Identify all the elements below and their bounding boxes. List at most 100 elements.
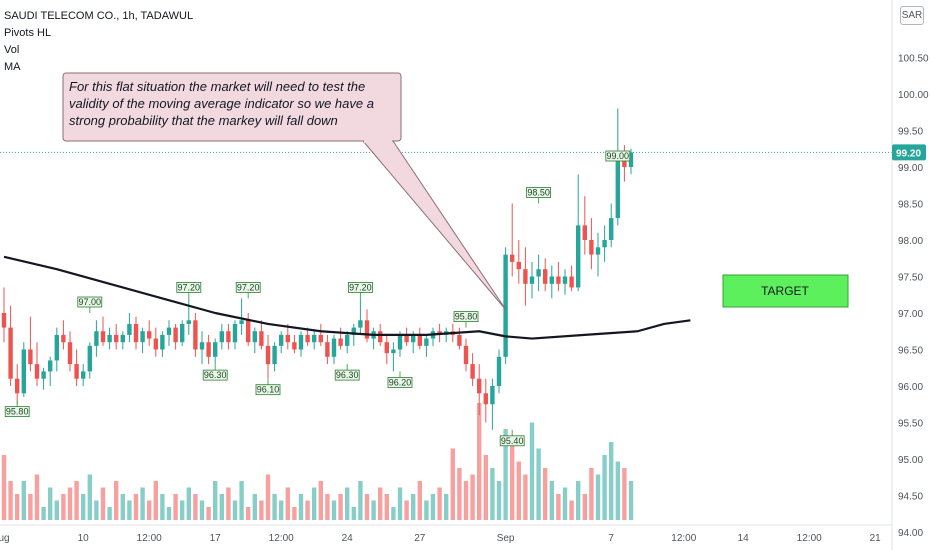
pivot-label: 97.20	[178, 282, 201, 292]
candle-body	[391, 349, 396, 354]
candle-body	[331, 338, 337, 357]
callout-joint	[364, 140, 392, 143]
candle-body	[199, 342, 205, 350]
candle-body	[239, 320, 244, 324]
volume-bar	[562, 487, 568, 520]
volume-bar	[391, 507, 396, 520]
y-tick-label: 95.00	[898, 455, 923, 466]
y-tick-label: 94.50	[898, 492, 923, 503]
candle-body	[272, 345, 277, 365]
candle-body	[246, 320, 251, 343]
candle-layer	[1, 108, 634, 430]
candle-body	[523, 269, 528, 284]
pivot-label: 95.80	[455, 312, 478, 322]
x-tick-label: 14	[738, 533, 750, 544]
candle-body	[556, 276, 561, 284]
volume-bar	[549, 481, 554, 520]
volume-bar	[74, 481, 79, 520]
legend-ma[interactable]: MA	[4, 61, 21, 73]
volume-bar	[411, 494, 416, 520]
candle-body	[193, 320, 198, 350]
volume-bar	[536, 448, 541, 520]
volume-bar	[15, 494, 20, 520]
volume-layer	[1, 403, 634, 520]
volume-bar	[371, 500, 376, 520]
volume-bar	[404, 500, 409, 520]
volume-bar	[81, 494, 86, 520]
candle-body	[186, 320, 191, 324]
volume-bar	[529, 422, 535, 520]
y-tick-label: 99.50	[898, 127, 923, 138]
volume-bar	[351, 507, 356, 520]
volume-bar	[67, 487, 73, 520]
x-tick-label: 10	[78, 533, 90, 544]
volume-bar	[87, 474, 92, 520]
candle-body	[232, 323, 238, 343]
candle-body	[562, 276, 568, 284]
volume-bar	[305, 500, 310, 520]
callout-text-line: validity of the moving average indicator…	[69, 96, 374, 111]
volume-bar	[259, 500, 264, 520]
y-tick-label: 94.00	[898, 528, 923, 539]
candle-body	[94, 331, 99, 346]
pivot-box	[334, 369, 360, 381]
y-tick-label: 95.50	[898, 419, 923, 430]
pivot-box	[202, 369, 228, 381]
candle-body	[100, 331, 106, 343]
candle-body	[173, 327, 178, 343]
candle-body	[219, 331, 224, 343]
candle-body	[265, 345, 271, 365]
volume-bar	[292, 507, 297, 520]
candle-body	[582, 225, 587, 240]
volume-bar	[595, 474, 601, 520]
candle-body	[41, 371, 46, 379]
candle-body	[140, 331, 145, 343]
candle-body	[305, 334, 310, 343]
volume-bar	[358, 481, 363, 520]
volume-bar	[199, 500, 205, 520]
pivot-layer: 95.80 97.00 97.20 96.30 96.10 97.20 96.30 97.20…	[4, 150, 631, 447]
candle-body	[510, 254, 515, 262]
volume-bar	[503, 429, 508, 520]
ma-layer	[3, 255, 691, 340]
candle-body	[384, 342, 389, 354]
volume-bar	[206, 507, 211, 520]
legend-vol[interactable]: Vol	[4, 44, 20, 56]
candle-body	[622, 159, 627, 167]
y-tick-label: 99.00	[898, 163, 923, 174]
pivot-box	[499, 435, 525, 447]
candle-body	[483, 393, 488, 405]
candle-body	[463, 345, 469, 365]
candle-body	[312, 334, 317, 343]
currency-badge[interactable]: SAR	[900, 6, 924, 25]
pivot-label: 97.00	[79, 297, 102, 307]
candle-body	[364, 320, 370, 339]
y-tick-label: 100.00	[898, 90, 929, 101]
candle-body	[543, 269, 548, 284]
candle-body	[213, 342, 218, 357]
y-tick-label: 98.50	[898, 200, 923, 211]
candle-body	[503, 254, 508, 357]
volume-bar	[265, 474, 271, 520]
candle-body	[549, 276, 554, 284]
volume-bar	[589, 468, 594, 520]
pivot-box	[176, 281, 202, 293]
x-tick-label: 12:00	[269, 533, 294, 544]
legend-pivots[interactable]: Pivots HL	[4, 27, 52, 39]
x-tick-label: Sep	[497, 533, 515, 544]
volume-bar	[437, 487, 442, 520]
y-tick-label: 96.00	[898, 382, 923, 393]
candle-body	[67, 342, 73, 365]
callout-text-line: For this flat situation the market will …	[69, 79, 365, 94]
candle-body	[628, 152, 634, 167]
candle-body	[87, 345, 92, 372]
candle-body	[206, 342, 211, 357]
x-tick-label: 12:00	[671, 533, 696, 544]
candle-body	[298, 334, 304, 350]
candle-body	[8, 327, 13, 379]
volume-bar	[397, 487, 403, 520]
volume-bar	[622, 468, 627, 520]
volume-bar	[609, 442, 614, 520]
volume-bar	[239, 481, 244, 520]
